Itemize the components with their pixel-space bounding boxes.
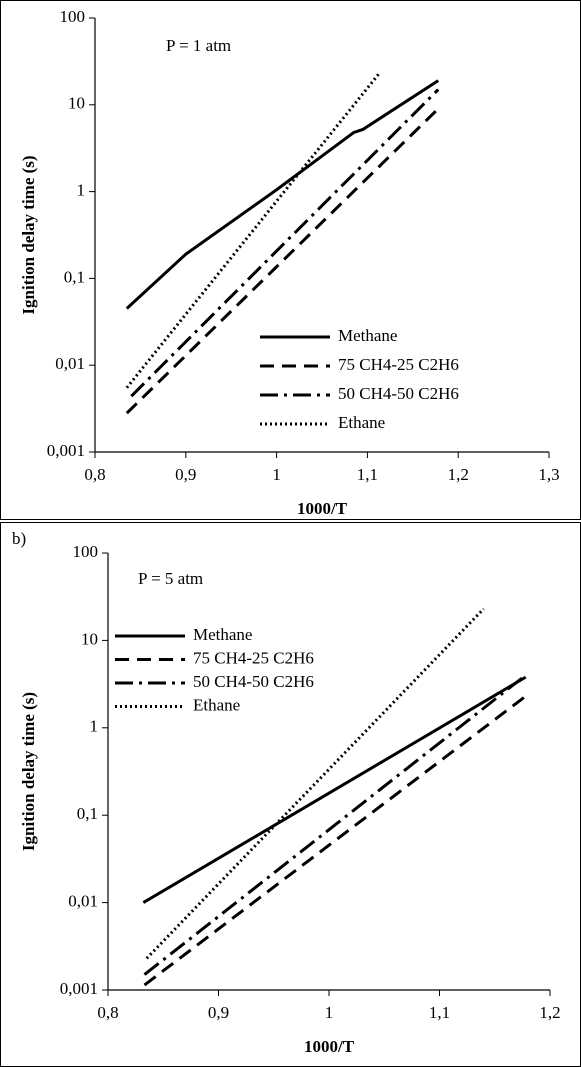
series-line	[142, 675, 527, 904]
legend-label: 75 CH4-25 C2H6	[338, 355, 459, 374]
y-tick-label: 10	[68, 94, 85, 113]
series-line	[125, 79, 440, 310]
x-axis-title: 1000/T	[297, 499, 348, 518]
series-line	[125, 107, 440, 415]
y-tick-label: 100	[60, 7, 86, 26]
x-tick-label: 0,8	[97, 1003, 118, 1022]
y-tick-label: 0,1	[64, 267, 85, 286]
series-line	[125, 72, 381, 389]
x-tick-label: 1,1	[357, 465, 378, 484]
x-tick-label: 1	[325, 1003, 334, 1022]
legend-label: Ethane	[193, 695, 240, 714]
x-axis-title: 1000/T	[304, 1037, 355, 1056]
series-line	[143, 694, 527, 987]
panel-label: b)	[12, 529, 26, 548]
x-tick-label: 1,1	[429, 1003, 450, 1022]
y-tick-label: 0,001	[47, 441, 85, 460]
legend-label: 50 CH4-50 C2H6	[193, 672, 314, 691]
legend-label: Methane	[193, 625, 252, 644]
annotation: P = 5 atm	[138, 569, 203, 588]
y-tick-label: 100	[73, 542, 99, 561]
series-line	[145, 607, 485, 960]
y-tick-label: 1	[77, 181, 86, 200]
legend-label: 50 CH4-50 C2H6	[338, 384, 459, 403]
x-tick-label: 1,2	[448, 465, 469, 484]
x-tick-label: 0,8	[84, 465, 105, 484]
y-axis-title: Ignition delay time (s)	[19, 692, 38, 851]
legend-label: Methane	[338, 326, 397, 345]
series-line	[130, 88, 440, 398]
y-tick-label: 0,1	[77, 804, 98, 823]
x-tick-label: 0,9	[208, 1003, 229, 1022]
legend-label: 75 CH4-25 C2H6	[193, 648, 314, 667]
y-tick-label: 0,01	[68, 892, 98, 911]
y-tick-label: 0,01	[55, 354, 85, 373]
x-tick-label: 1,2	[539, 1003, 560, 1022]
series-line	[143, 674, 527, 976]
x-tick-label: 1,3	[538, 465, 559, 484]
y-axis-title: Ignition delay time (s)	[19, 155, 38, 314]
panel-frame	[0, 0, 581, 520]
y-tick-label: 1	[90, 717, 99, 736]
y-tick-label: 10	[81, 629, 98, 648]
x-tick-label: 1	[272, 465, 281, 484]
legend-label: Ethane	[338, 413, 385, 432]
y-tick-label: 0,001	[60, 979, 98, 998]
x-tick-label: 0,9	[175, 465, 196, 484]
annotation: P = 1 atm	[166, 36, 231, 55]
